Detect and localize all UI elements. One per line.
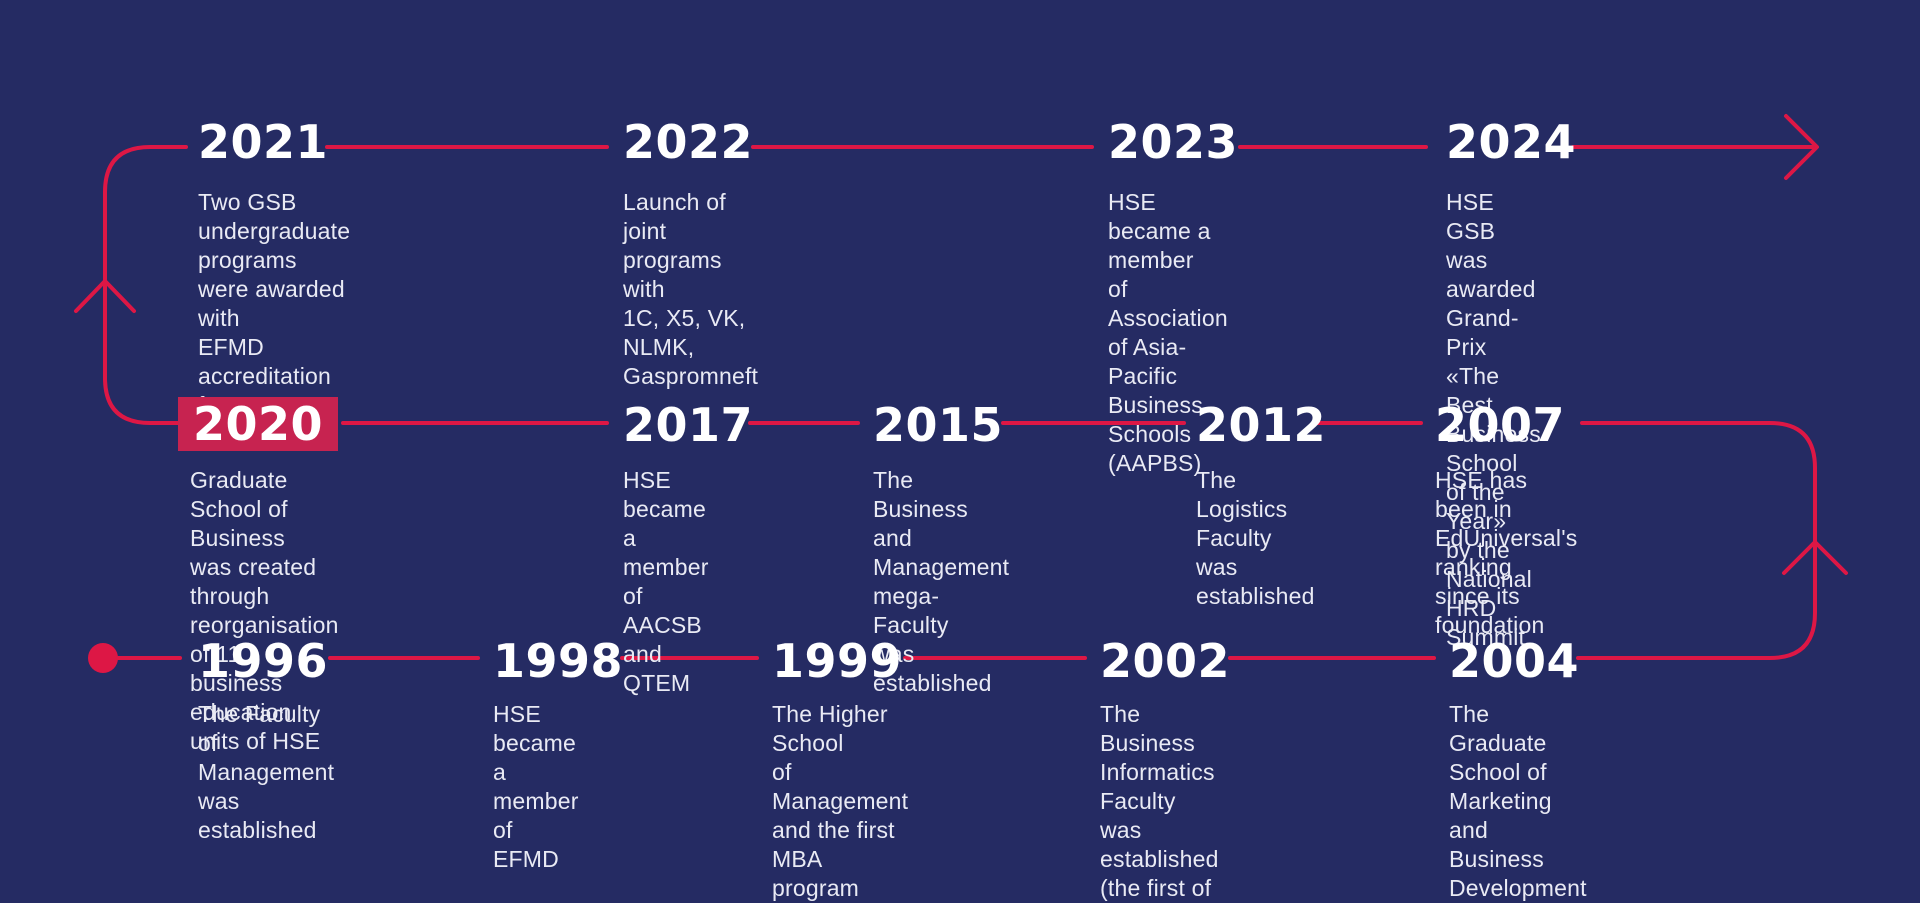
event-year: 2015 <box>873 398 1004 452</box>
event-description: Launch of joint programs with 1C, X5, VK… <box>623 189 759 389</box>
arrow-up-left-icon <box>74 279 136 313</box>
event-description: The Faculty of Management was establishe… <box>198 701 335 843</box>
event-description: HSE became a member of Association of As… <box>1108 189 1228 476</box>
event-year: 2004 <box>1449 634 1580 688</box>
highlighted-year-box: 2020 <box>178 397 338 451</box>
event-description: The Business Informatics Faculty was est… <box>1100 701 1219 901</box>
event-description: The Logistics Faculty was established <box>1196 467 1315 609</box>
event-year: 2022 <box>623 115 754 169</box>
event-year: 2007 <box>1435 398 1566 452</box>
event-year: 2023 <box>1108 115 1239 169</box>
flow-corner-right <box>1576 421 1817 660</box>
start-dot <box>88 643 118 673</box>
event-year: 2020 <box>192 397 324 451</box>
event-year: 2012 <box>1196 398 1327 452</box>
event-year: 1998 <box>493 634 624 688</box>
event-description: HSE GSB was awarded Grand-Prix «The Best… <box>1446 189 1541 650</box>
event-year: 2002 <box>1100 634 1231 688</box>
flow-corner-left <box>103 145 188 425</box>
event-description: The Graduate School of Marketing and Bus… <box>1449 701 1587 901</box>
event-description: The Business and Management mega-Faculty… <box>873 467 1010 696</box>
event-year: 1999 <box>772 634 903 688</box>
event-year: 2024 <box>1446 115 1577 169</box>
event-description: Graduate School of Business was created … <box>190 467 339 754</box>
arrow-up-right-icon <box>1782 540 1848 575</box>
event-description: Two GSB undergraduate programs were awar… <box>198 189 351 418</box>
event-description: HSE became a member of EFMD <box>493 701 579 872</box>
event-description: The Higher School of Management and the … <box>772 701 909 901</box>
event-description: HSE has been in EdUniversal's ranking si… <box>1435 467 1578 638</box>
arrow-right-icon <box>1784 114 1819 180</box>
event-year: 2021 <box>198 115 329 169</box>
event-year: 2017 <box>623 398 754 452</box>
event-description: HSE became a member of AACSB and QTEM <box>623 467 709 696</box>
event-year: 1996 <box>198 634 329 688</box>
